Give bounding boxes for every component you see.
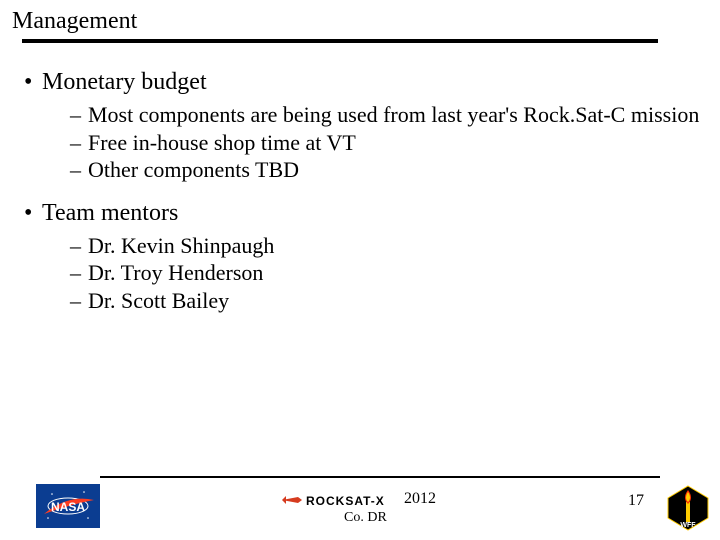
dash-icon: – <box>70 156 88 184</box>
sub-text: Other components TBD <box>88 157 299 182</box>
sub-item: –Other components TBD <box>70 156 700 184</box>
dash-icon: – <box>70 287 88 315</box>
dash-icon: – <box>70 259 88 287</box>
footer-codr: Co. DR <box>344 510 387 526</box>
sublist-mentors: –Dr. Kevin Shinpaugh –Dr. Troy Henderson… <box>70 232 700 315</box>
rocket-icon <box>280 495 304 505</box>
sub-item: –Dr. Scott Bailey <box>70 287 700 315</box>
bullet-dot-icon: • <box>24 67 42 97</box>
bullet-label: Monetary budget <box>42 69 207 95</box>
rocksat-text: ROCKSAT-X <box>306 494 385 508</box>
dash-icon: – <box>70 129 88 157</box>
bullet-dot-icon: • <box>24 198 42 228</box>
sub-text: Dr. Kevin Shinpaugh <box>88 233 274 258</box>
svg-text:NASA: NASA <box>51 500 85 514</box>
bullet-team-mentors: •Team mentors <box>24 198 700 228</box>
sub-item: –Most components are being used from las… <box>70 101 700 129</box>
page-number: 17 <box>628 492 644 510</box>
sub-text: Dr. Scott Bailey <box>88 288 229 313</box>
title-block: Management <box>0 0 720 43</box>
bullet-monetary-budget: •Monetary budget <box>24 67 700 97</box>
sublist-budget: –Most components are being used from las… <box>70 101 700 184</box>
content-area: •Monetary budget –Most components are be… <box>0 43 720 314</box>
footer-year: 2012 <box>404 490 436 508</box>
footer-row: NASA ROCKSAT-X 2012 Co. DR 17 WFF <box>0 480 720 534</box>
rocksat-label: ROCKSAT-X <box>280 494 385 508</box>
sub-item: –Dr. Kevin Shinpaugh <box>70 232 700 260</box>
sub-item: –Dr. Troy Henderson <box>70 259 700 287</box>
slide-title: Management <box>12 8 708 35</box>
wff-logo-icon: WFF <box>664 484 712 532</box>
footer-divider <box>100 476 660 478</box>
nasa-logo-icon: NASA <box>36 484 100 528</box>
sub-item: –Free in-house shop time at VT <box>70 129 700 157</box>
dash-icon: – <box>70 101 88 129</box>
dash-icon: – <box>70 232 88 260</box>
sub-text: Free in-house shop time at VT <box>88 130 356 155</box>
sub-text: Most components are being used from last… <box>88 102 699 127</box>
slide: Management •Monetary budget –Most compon… <box>0 0 720 540</box>
sub-text: Dr. Troy Henderson <box>88 260 263 285</box>
bullet-label: Team mentors <box>42 200 178 226</box>
footer: NASA ROCKSAT-X 2012 Co. DR 17 WFF <box>0 476 720 534</box>
svg-text:WFF: WFF <box>680 522 696 529</box>
